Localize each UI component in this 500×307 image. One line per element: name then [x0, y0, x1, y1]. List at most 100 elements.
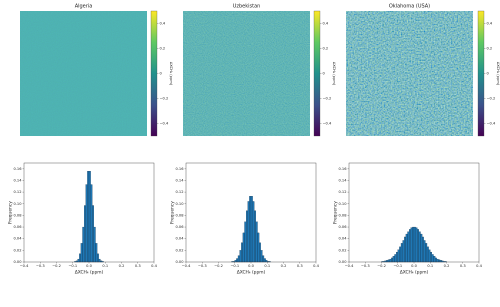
- colorbar-tick-label: −0.2: [487, 97, 496, 101]
- hist-bar: [428, 249, 431, 263]
- x-tick-label: 0.1: [102, 264, 108, 268]
- x-tick-label: −0.4: [345, 264, 354, 268]
- hist-bar: [402, 240, 405, 263]
- colorbar-tick-label: 0.4: [487, 22, 493, 26]
- colorbar-label: ΔXCH₄ (ppm): [332, 62, 336, 86]
- hist-bar: [234, 260, 237, 263]
- y-tick-label: 0.14: [338, 178, 347, 182]
- hist-bar: [420, 233, 423, 263]
- y-tick-label: 0.02: [338, 248, 346, 252]
- hist-bar: [254, 210, 256, 263]
- x-tick-label: 0.3: [297, 264, 303, 268]
- y-tick-label: 0.00: [175, 260, 184, 264]
- colorbar-tick-label: 0.2: [487, 47, 493, 51]
- colorbar-tick-label: 0: [487, 72, 490, 76]
- x-tick-label: 0.1: [264, 264, 270, 268]
- colorbar-tick-label: 0.4: [160, 22, 166, 26]
- hist-bar: [239, 250, 242, 263]
- y-tick-label: 0.06: [175, 225, 184, 229]
- hist-bar: [263, 258, 266, 263]
- x-tick-label: 0.1: [427, 264, 433, 268]
- hist-bar: [430, 251, 432, 263]
- hist-bar: [265, 260, 268, 263]
- colorbar-tick-label: −0.2: [160, 97, 169, 101]
- y-tick-label: 0.04: [175, 237, 184, 241]
- hist-bar: [386, 260, 389, 263]
- hist-bar: [435, 257, 437, 263]
- image-texture: [183, 11, 310, 136]
- hist-bar: [79, 253, 81, 263]
- hist-bar: [252, 201, 255, 263]
- colorbar-tick-label: 0.2: [160, 47, 166, 51]
- hist-bar: [87, 171, 90, 263]
- image-texture: [20, 11, 147, 136]
- hist-bar: [438, 259, 441, 263]
- hist-bar: [259, 242, 261, 263]
- x-tick-label: 0.3: [135, 264, 141, 268]
- hist-bar: [417, 229, 419, 263]
- colorbar-tick-label: 0: [323, 72, 326, 76]
- y-axis-label: Frequency: [170, 201, 176, 224]
- x-axis-label: ΔXCH₄ (ppm): [237, 270, 266, 276]
- hist-bar: [255, 221, 258, 263]
- x-tick-label: −0.1: [230, 264, 239, 268]
- x-tick-label: 0.3: [460, 264, 466, 268]
- hist-bar: [415, 227, 418, 263]
- y-tick-label: 0.16: [338, 167, 347, 171]
- hist-bar: [425, 243, 428, 263]
- hist-bar: [409, 229, 411, 263]
- x-axis-label: ΔXCH₄ (ppm): [75, 270, 104, 276]
- y-tick-label: 0.10: [175, 202, 184, 206]
- hist-bar: [244, 221, 247, 263]
- x-tick-label: 0.2: [444, 264, 450, 268]
- y-tick-label: 0.00: [13, 260, 22, 264]
- hist-bar: [439, 260, 442, 263]
- y-tick-label: 0.12: [338, 190, 346, 194]
- hist-bar: [84, 205, 86, 263]
- hist-bar: [394, 254, 397, 263]
- hist-bar: [387, 259, 390, 263]
- panel-title: Algeria: [75, 4, 93, 10]
- y-tick-label: 0.06: [13, 225, 22, 229]
- colorbar-tick-label: −0.4: [323, 122, 332, 126]
- x-tick-label: −0.1: [393, 264, 402, 268]
- x-tick-label: 0.2: [281, 264, 287, 268]
- hist-bar: [412, 226, 415, 263]
- image-texture: [346, 11, 473, 136]
- hist-bar: [391, 257, 393, 263]
- y-tick-label: 0.04: [13, 237, 22, 241]
- x-tick-label: −0.4: [20, 264, 29, 268]
- hist-bar: [247, 201, 250, 263]
- hist-bar: [95, 243, 98, 263]
- panel-title: Oklahoma (USA): [389, 4, 430, 10]
- y-tick-label: 0.04: [338, 237, 347, 241]
- colorbar: [313, 10, 321, 137]
- y-tick-label: 0.02: [13, 248, 21, 252]
- x-tick-label: −0.2: [52, 264, 61, 268]
- x-tick-label: 0.4: [476, 264, 482, 268]
- x-tick-label: −0.3: [361, 264, 370, 268]
- hist-bar: [77, 258, 80, 263]
- hist-bar: [85, 184, 88, 263]
- colorbar-tick-label: −0.4: [160, 122, 169, 126]
- hist-bar: [407, 231, 410, 263]
- x-tick-label: −0.4: [182, 264, 191, 268]
- colorbar-tick-label: 0.4: [323, 22, 329, 26]
- y-axis-label: Frequency: [333, 201, 339, 224]
- hist-bar: [404, 236, 406, 263]
- x-tick-label: 0.4: [313, 264, 319, 268]
- hist-bar: [249, 196, 252, 263]
- hist-bar: [426, 246, 429, 263]
- colorbar-label: ΔXCH₄ (ppm): [496, 62, 500, 86]
- colorbar-tick-label: 0: [160, 72, 163, 76]
- hist-bar: [88, 171, 91, 263]
- x-tick-label: −0.3: [198, 264, 207, 268]
- x-tick-label: −0.1: [68, 264, 77, 268]
- hist-bar: [250, 196, 253, 263]
- y-tick-label: 0.00: [338, 260, 347, 264]
- hist-bar: [405, 233, 408, 263]
- colorbar-label: ΔXCH₄ (ppm): [169, 62, 173, 86]
- hist-bar: [90, 184, 93, 263]
- hist-bar: [413, 226, 416, 263]
